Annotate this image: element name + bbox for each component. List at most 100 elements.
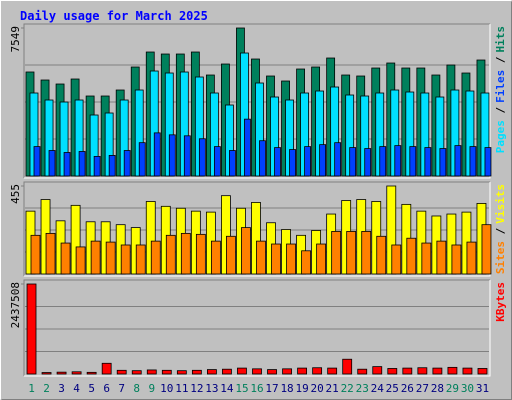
x-tick-label: 20 xyxy=(311,382,324,395)
bar xyxy=(379,146,387,177)
x-tick-label: 5 xyxy=(88,382,95,395)
bar xyxy=(221,195,231,275)
bar xyxy=(391,244,402,275)
bar xyxy=(86,371,97,375)
bar xyxy=(259,140,266,177)
legend-separator: / xyxy=(494,227,507,234)
bar xyxy=(447,366,458,375)
x-tick-label: 28 xyxy=(431,382,444,395)
bar xyxy=(319,144,327,177)
bar xyxy=(481,224,492,275)
legend-separator: / xyxy=(494,56,507,63)
bar xyxy=(454,145,462,177)
bar xyxy=(33,146,41,177)
bar xyxy=(282,368,292,375)
x-tick-label: 4 xyxy=(73,382,80,395)
bar xyxy=(161,369,172,375)
x-tick-label: 24 xyxy=(371,382,385,395)
bar xyxy=(153,132,161,177)
bar xyxy=(256,240,266,275)
y-tick-label: 455 xyxy=(9,184,22,204)
bar xyxy=(289,149,296,177)
x-tick-label: 9 xyxy=(148,382,155,395)
y-tick-label: 7549 xyxy=(9,26,22,53)
bar xyxy=(56,371,67,375)
bar xyxy=(297,367,307,375)
bar xyxy=(135,244,146,275)
x-tick-label: 19 xyxy=(295,382,308,395)
bar xyxy=(195,233,206,275)
legend-entry: Hits xyxy=(494,26,507,53)
x-tick-label: 13 xyxy=(205,382,218,395)
bar xyxy=(183,135,191,177)
bar xyxy=(387,368,398,375)
legend-entry: Pages xyxy=(494,120,507,153)
bar xyxy=(361,231,372,275)
bar xyxy=(237,367,247,375)
bar xyxy=(116,369,127,375)
bar xyxy=(251,202,261,275)
x-tick-label: 21 xyxy=(326,382,339,395)
bar xyxy=(60,242,71,275)
x-tick-label: 30 xyxy=(461,382,474,395)
x-tick-label: 11 xyxy=(175,382,188,395)
bar xyxy=(416,210,427,275)
x-tick-label: 25 xyxy=(386,382,399,395)
legend-entry: Sites xyxy=(494,241,507,274)
bar xyxy=(286,243,296,275)
bar xyxy=(207,369,217,375)
x-tick-label: 14 xyxy=(220,382,234,395)
bar xyxy=(462,367,473,375)
x-tick-label: 1 xyxy=(28,382,35,395)
x-tick-label: 8 xyxy=(133,382,140,395)
bar xyxy=(469,146,477,177)
panel-border xyxy=(23,279,490,376)
bar xyxy=(357,368,368,375)
legend-entry: KBytes xyxy=(494,282,507,322)
bar xyxy=(342,358,353,375)
panel-border xyxy=(23,181,490,276)
bar xyxy=(244,118,251,177)
bar xyxy=(424,147,432,177)
panel xyxy=(24,280,490,376)
bar xyxy=(432,367,443,375)
bar xyxy=(131,370,142,375)
bar xyxy=(120,244,131,275)
bar xyxy=(138,142,146,177)
bar xyxy=(198,138,206,177)
bar xyxy=(271,243,281,275)
bar xyxy=(241,227,251,275)
bar xyxy=(316,243,327,275)
bar xyxy=(466,241,477,275)
bar xyxy=(71,371,82,375)
x-tick-label: 17 xyxy=(265,382,278,395)
x-tick-label: 15 xyxy=(235,382,248,395)
bar xyxy=(402,367,413,375)
bar xyxy=(409,146,417,177)
bar xyxy=(75,246,86,275)
bar xyxy=(108,155,116,177)
bar xyxy=(93,155,101,177)
bar xyxy=(210,240,221,275)
bar xyxy=(146,369,157,375)
bar xyxy=(394,145,402,177)
x-tick-label: 27 xyxy=(416,382,429,395)
bar xyxy=(145,201,156,275)
legend-separator: / xyxy=(494,107,507,114)
bar xyxy=(327,367,338,375)
bar xyxy=(63,152,71,177)
x-tick-label: 31 xyxy=(476,382,489,395)
bar xyxy=(252,368,262,375)
bar xyxy=(222,368,232,375)
bar xyxy=(477,368,488,375)
x-tick-label: 23 xyxy=(356,382,369,395)
bar xyxy=(312,367,323,375)
bar xyxy=(334,142,342,177)
x-tick-label: 2 xyxy=(43,382,50,395)
bar xyxy=(123,150,131,177)
x-tick-label: 22 xyxy=(341,382,354,395)
chart-title: Daily usage for March 2025 xyxy=(20,9,208,23)
bar xyxy=(168,134,176,177)
bar xyxy=(376,235,387,275)
